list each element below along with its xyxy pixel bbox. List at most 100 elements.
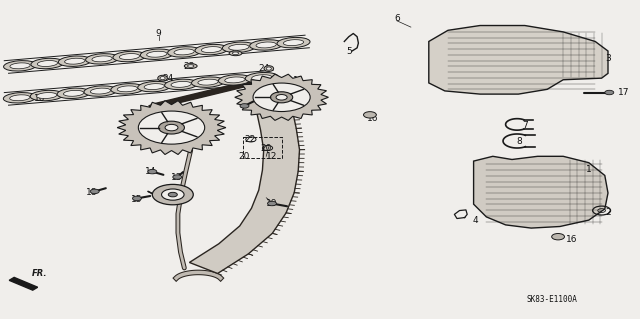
Polygon shape — [9, 278, 38, 290]
Text: 8: 8 — [517, 137, 522, 146]
Ellipse shape — [157, 75, 168, 81]
Circle shape — [165, 124, 178, 131]
Ellipse shape — [164, 79, 198, 90]
Text: 1: 1 — [586, 165, 591, 174]
Ellipse shape — [113, 51, 146, 62]
Text: 19: 19 — [266, 199, 277, 208]
Circle shape — [552, 234, 564, 240]
Circle shape — [168, 192, 177, 197]
Polygon shape — [189, 108, 300, 273]
Ellipse shape — [37, 61, 58, 66]
Polygon shape — [429, 26, 608, 94]
Ellipse shape — [63, 90, 84, 96]
Circle shape — [240, 104, 249, 108]
Ellipse shape — [202, 47, 221, 53]
Ellipse shape — [57, 88, 90, 99]
Circle shape — [253, 83, 310, 112]
Ellipse shape — [195, 44, 228, 55]
Ellipse shape — [111, 84, 144, 94]
Text: 16: 16 — [367, 114, 378, 123]
Text: 12: 12 — [266, 152, 278, 161]
Text: 9: 9 — [156, 29, 161, 38]
Ellipse shape — [188, 65, 194, 67]
Polygon shape — [117, 101, 226, 154]
Text: 13: 13 — [171, 173, 182, 182]
Text: 23: 23 — [184, 63, 195, 71]
Circle shape — [159, 121, 184, 134]
Ellipse shape — [232, 52, 239, 55]
Ellipse shape — [228, 44, 249, 50]
Ellipse shape — [198, 79, 218, 85]
Text: 2: 2 — [605, 208, 611, 217]
Text: 24: 24 — [162, 74, 173, 83]
Polygon shape — [235, 74, 328, 120]
Ellipse shape — [31, 58, 64, 69]
Ellipse shape — [168, 47, 200, 57]
Text: 7: 7 — [522, 121, 527, 130]
Circle shape — [148, 169, 157, 174]
Text: 10: 10 — [34, 94, 45, 103]
Ellipse shape — [117, 86, 138, 92]
Ellipse shape — [266, 67, 271, 70]
Text: 5: 5 — [347, 47, 352, 56]
Ellipse shape — [92, 56, 112, 62]
Ellipse shape — [144, 84, 164, 90]
Ellipse shape — [84, 86, 117, 96]
Text: 17: 17 — [618, 88, 630, 97]
Text: 4: 4 — [472, 216, 477, 225]
Ellipse shape — [284, 40, 303, 46]
Ellipse shape — [245, 72, 278, 83]
Text: 21: 21 — [239, 101, 251, 110]
Ellipse shape — [10, 95, 30, 101]
Circle shape — [173, 175, 182, 179]
Ellipse shape — [250, 40, 283, 50]
Text: 11: 11 — [293, 76, 305, 85]
Circle shape — [90, 189, 99, 194]
Ellipse shape — [90, 88, 111, 94]
Circle shape — [152, 184, 193, 205]
Ellipse shape — [86, 54, 118, 64]
Text: 20: 20 — [239, 152, 250, 161]
Ellipse shape — [277, 37, 310, 48]
Ellipse shape — [65, 58, 85, 64]
Text: SK83-E1100A: SK83-E1100A — [526, 295, 577, 304]
Text: 11: 11 — [156, 125, 168, 134]
Ellipse shape — [252, 75, 272, 81]
Ellipse shape — [229, 51, 242, 56]
Circle shape — [268, 201, 276, 206]
Ellipse shape — [222, 42, 255, 53]
Ellipse shape — [174, 49, 195, 55]
Text: 3: 3 — [605, 54, 611, 63]
Circle shape — [364, 112, 376, 118]
Ellipse shape — [119, 54, 140, 60]
Text: 6: 6 — [394, 14, 399, 23]
Ellipse shape — [4, 61, 36, 71]
Ellipse shape — [36, 93, 57, 99]
Circle shape — [605, 90, 614, 95]
Ellipse shape — [10, 63, 30, 69]
Circle shape — [132, 196, 141, 201]
Text: 22: 22 — [244, 135, 255, 144]
Ellipse shape — [218, 75, 252, 85]
Text: 14: 14 — [145, 167, 157, 176]
Ellipse shape — [225, 77, 245, 83]
Ellipse shape — [58, 56, 92, 66]
Circle shape — [271, 92, 292, 103]
Ellipse shape — [171, 81, 191, 87]
Text: FR.: FR. — [32, 269, 47, 278]
Ellipse shape — [264, 66, 274, 71]
Text: 20: 20 — [260, 144, 271, 153]
Ellipse shape — [256, 42, 276, 48]
Text: 23: 23 — [228, 48, 239, 57]
Ellipse shape — [3, 93, 36, 103]
Ellipse shape — [140, 49, 173, 59]
Text: 18: 18 — [86, 188, 97, 197]
Circle shape — [161, 189, 184, 200]
Ellipse shape — [160, 77, 165, 80]
Circle shape — [138, 111, 205, 144]
Ellipse shape — [30, 90, 63, 101]
Ellipse shape — [147, 51, 167, 57]
Text: 15: 15 — [131, 195, 142, 204]
Polygon shape — [474, 156, 608, 228]
Circle shape — [276, 94, 287, 100]
